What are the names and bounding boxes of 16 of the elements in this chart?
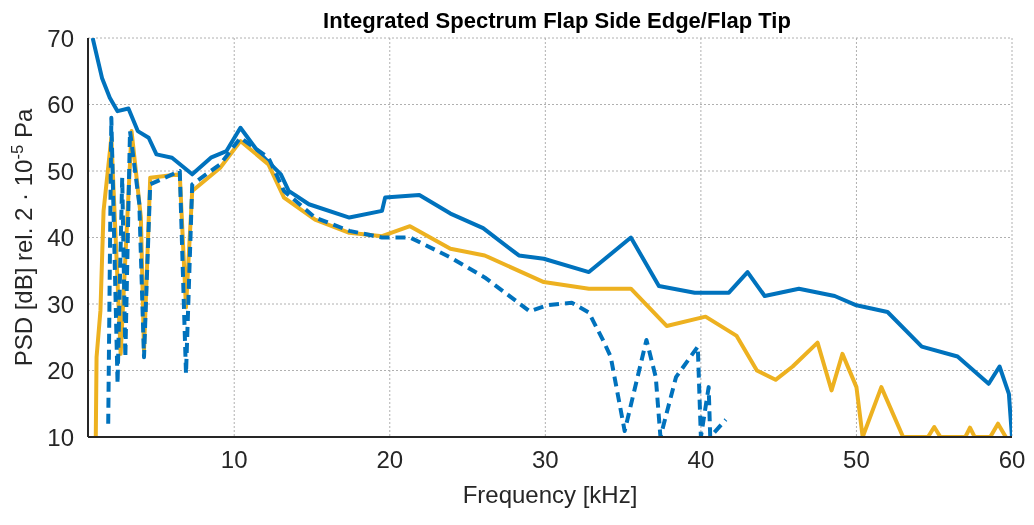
x-tick-label: 60 xyxy=(998,446,1026,474)
y-tick-label: 70 xyxy=(47,24,74,52)
y-tick-label: 20 xyxy=(47,357,74,385)
x-tick-label: 20 xyxy=(376,446,404,474)
x-tick-label: 30 xyxy=(531,446,559,474)
x-tick-label: 50 xyxy=(843,446,870,474)
x-axis-title: Frequency [kHz] xyxy=(462,481,638,508)
y-tick-label: 60 xyxy=(47,91,74,119)
x-tick-label: 10 xyxy=(220,446,248,474)
y-tick-label: 40 xyxy=(47,224,74,252)
x-tick-label: 40 xyxy=(687,446,715,474)
y-tick-label: 10 xyxy=(47,423,74,451)
y-tick-label: 50 xyxy=(47,157,74,185)
chart-title: Integrated Spectrum Flap Side Edge/Flap Tip xyxy=(323,8,791,33)
line-series xyxy=(90,38,1012,437)
y-tick-label: 30 xyxy=(47,290,74,318)
